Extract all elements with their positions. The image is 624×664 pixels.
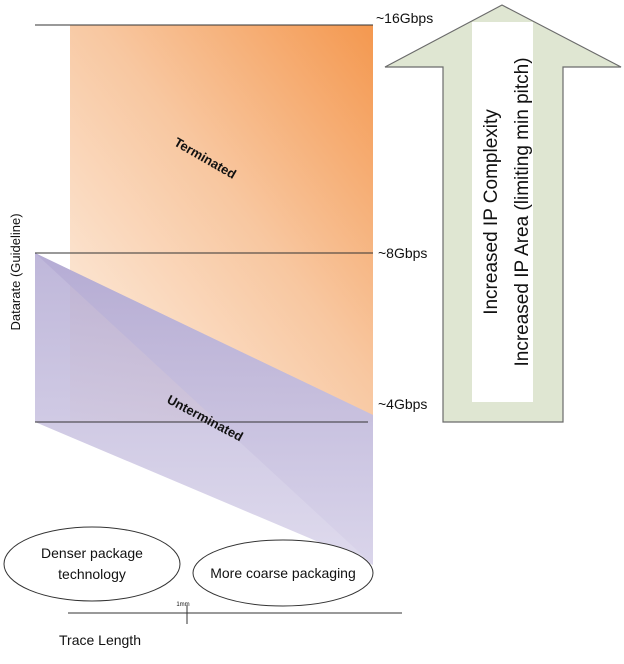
arrow-text-line1: Increased IP Complexity (481, 109, 502, 315)
rate-label-8g: ~8Gbps (378, 245, 427, 261)
arrow-text-box (472, 22, 533, 402)
x-axis-label: Trace Length (59, 632, 141, 648)
rate-label-16g: ~16Gbps (376, 10, 433, 26)
denser-package-line1: Denser package (41, 545, 143, 561)
y-axis-label: Datarate (Guideline) (8, 213, 23, 330)
coarse-packaging-label: More coarse packaging (210, 565, 356, 581)
arrow-text-line2: Increased IP Area (limiting min pitch) (512, 57, 533, 366)
coarse-packaging-ellipse (192, 539, 374, 607)
denser-package-line2: technology (58, 566, 126, 582)
unterminated-wedge (35, 253, 373, 565)
denser-package-ellipse (3, 526, 181, 602)
x-tick-label: 1mm (176, 602, 189, 608)
rate-label-4g: ~4Gbps (378, 396, 427, 412)
